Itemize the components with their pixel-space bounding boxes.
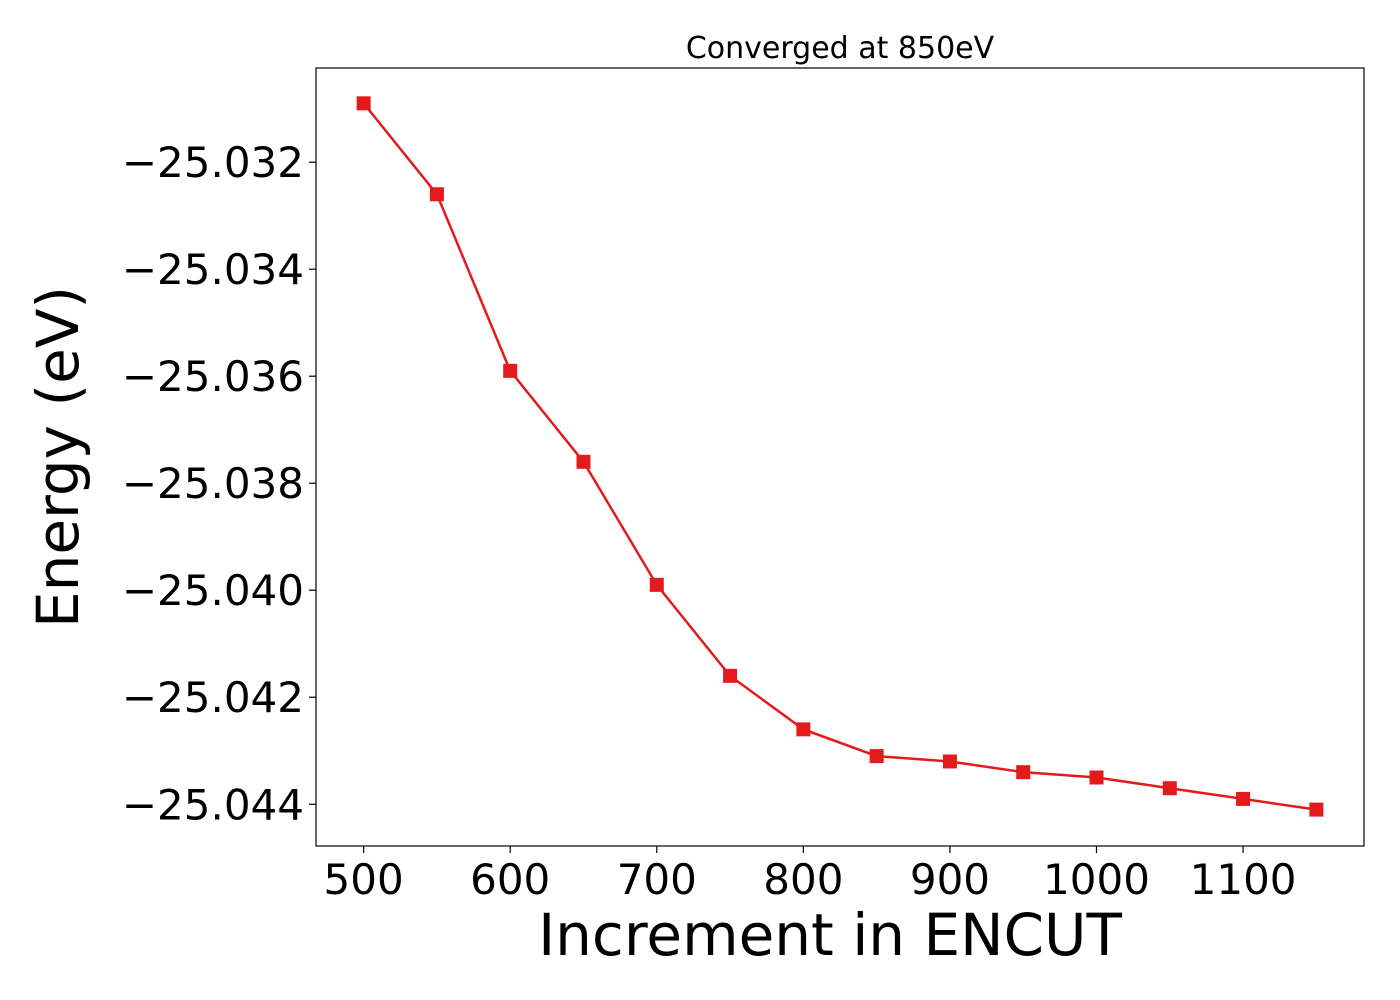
y-tick-label: −25.032 — [122, 138, 304, 187]
x-tick-label: 500 — [324, 855, 404, 904]
x-axis-ticks: 500 600 700 800 900 1000 1100 — [324, 846, 1297, 904]
y-tick-label: −25.034 — [122, 245, 304, 294]
x-axis-label: Increment in ENCUT — [538, 901, 1122, 969]
data-point — [796, 722, 811, 737]
data-point — [942, 754, 957, 769]
data-point — [576, 454, 591, 469]
y-tick-label: −25.036 — [122, 352, 304, 401]
data-point — [1016, 765, 1031, 780]
data-point — [1089, 770, 1104, 785]
y-axis-ticks: −25.032 −25.034 −25.036 −25.038 −25.040 −25.0… — [122, 138, 316, 829]
x-tick-label: 800 — [763, 855, 843, 904]
data-point — [869, 749, 884, 764]
y-axis-label: Energy (eV) — [24, 286, 92, 628]
series-line — [362, 102, 1317, 811]
data-markers — [356, 96, 1324, 817]
data-point — [356, 96, 371, 111]
chart-title: Converged at 850eV — [686, 31, 995, 66]
x-tick-label: 700 — [617, 855, 697, 904]
x-tick-label: 1100 — [1190, 855, 1297, 904]
y-tick-label: −25.040 — [122, 566, 304, 615]
x-tick-label: 600 — [470, 855, 550, 904]
x-tick-label: 900 — [910, 855, 990, 904]
data-point — [723, 668, 738, 683]
data-point — [1309, 802, 1324, 817]
data-point — [649, 577, 664, 592]
data-point — [1162, 781, 1177, 796]
x-tick-label: 1000 — [1043, 855, 1150, 904]
data-point — [429, 187, 444, 202]
data-point — [503, 363, 518, 378]
y-tick-label: −25.038 — [122, 459, 304, 508]
y-tick-label: −25.044 — [122, 780, 304, 829]
data-point — [1236, 791, 1251, 806]
plot-frame — [315, 67, 1365, 847]
y-tick-label: −25.042 — [122, 673, 304, 722]
